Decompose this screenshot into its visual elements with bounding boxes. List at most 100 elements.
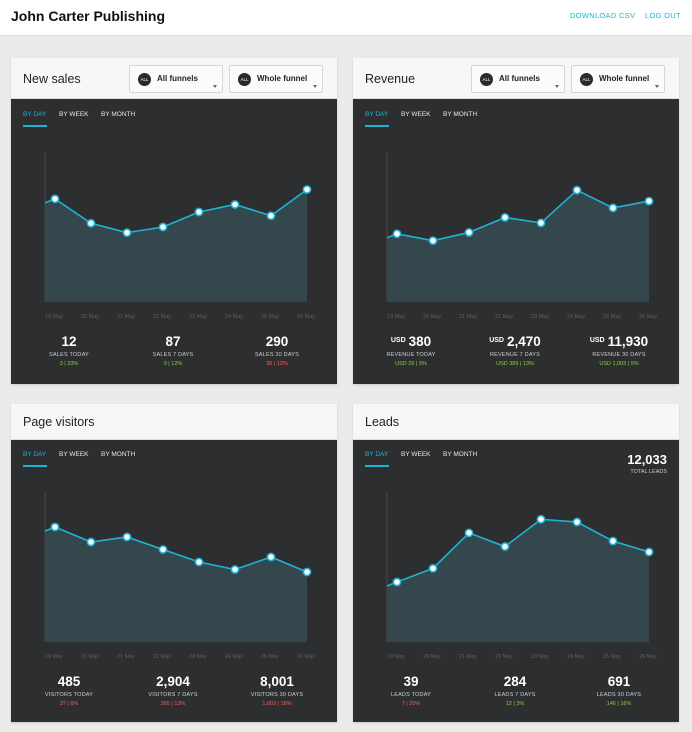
funnel-select[interactable]: ALL All funnels bbox=[129, 65, 223, 93]
data-point[interactable] bbox=[194, 207, 204, 217]
stat-block: 691 LEADS 30 DAYS 146 | 16% bbox=[569, 674, 669, 707]
tab-by-day[interactable]: BY DAY bbox=[365, 451, 389, 458]
data-point[interactable] bbox=[158, 222, 168, 232]
stat-change: USD 1,003 | 9% bbox=[599, 361, 639, 367]
x-tick-label: 20 May bbox=[423, 314, 441, 320]
all-badge: ALL bbox=[138, 73, 151, 86]
data-point[interactable] bbox=[86, 218, 96, 228]
line-chart: 19 May 20 May 21 May 22 May 23 May 24 May 25 M… bbox=[386, 152, 657, 320]
stat-value: 290 bbox=[265, 334, 289, 349]
tab-by-day[interactable]: BY DAY bbox=[23, 111, 47, 118]
data-point[interactable] bbox=[536, 514, 546, 524]
download-csv-link[interactable]: DOWNLOAD CSV bbox=[570, 11, 636, 20]
x-tick-label: 24 May bbox=[225, 654, 243, 660]
stat-change: 146 | 16% bbox=[606, 701, 632, 707]
x-tick-label: 19 May bbox=[387, 314, 405, 320]
data-point[interactable] bbox=[302, 185, 312, 194]
data-point[interactable] bbox=[608, 536, 618, 546]
x-tick-label: 24 May bbox=[225, 314, 243, 320]
data-point[interactable] bbox=[536, 218, 546, 228]
data-point[interactable] bbox=[500, 542, 510, 551]
data-point[interactable] bbox=[302, 567, 312, 577]
tab-by-month[interactable]: BY MONTH bbox=[443, 451, 478, 458]
data-point[interactable] bbox=[572, 185, 582, 195]
stat-unit: USD bbox=[390, 337, 406, 344]
stat-caption: VISITORS TODAY bbox=[44, 692, 94, 698]
funnel-select[interactable]: ALL All funnels bbox=[471, 65, 565, 93]
stat-change: 3 | 33% bbox=[59, 361, 79, 367]
funnel-scope-select[interactable]: ALL Whole funnel bbox=[571, 65, 665, 93]
stat-caption: SALES TODAY bbox=[49, 352, 89, 358]
funnel-select-label: All funnels bbox=[499, 74, 540, 83]
stat-block: 87 SALES 7 DAYS 9 | 12% bbox=[123, 334, 223, 367]
panel-title: Leads bbox=[365, 415, 400, 429]
stat-change: USD 389 | 13% bbox=[496, 361, 534, 367]
tab-by-month[interactable]: BY MONTH bbox=[101, 451, 136, 458]
data-point[interactable] bbox=[464, 528, 474, 538]
data-point[interactable] bbox=[428, 563, 438, 573]
x-tick-label: 22 May bbox=[153, 654, 171, 660]
data-point[interactable] bbox=[500, 213, 510, 222]
x-tick-label: 26 May bbox=[639, 654, 657, 660]
tab-by-month[interactable]: BY MONTH bbox=[443, 111, 478, 118]
stat-value: 12 bbox=[61, 334, 77, 349]
funnel-scope-select[interactable]: ALL Whole funnel bbox=[229, 65, 323, 93]
stat-caption: REVENUE 30 DAYS bbox=[592, 352, 646, 358]
data-point[interactable] bbox=[392, 577, 402, 587]
tab-by-day[interactable]: BY DAY bbox=[23, 451, 47, 458]
data-point[interactable] bbox=[572, 517, 582, 527]
funnel-scope-label: Whole funnel bbox=[257, 74, 308, 83]
tab-by-day[interactable]: BY DAY bbox=[365, 111, 389, 118]
data-point[interactable] bbox=[50, 194, 60, 204]
data-point[interactable] bbox=[86, 537, 96, 547]
log-out-link[interactable]: LOG OUT bbox=[645, 11, 681, 20]
data-point[interactable] bbox=[122, 228, 132, 238]
data-point[interactable] bbox=[608, 203, 618, 213]
data-point[interactable] bbox=[266, 552, 276, 562]
stat-value: 87 bbox=[165, 334, 181, 349]
stat-caption: LEADS TODAY bbox=[390, 692, 432, 698]
x-tick-label: 21 May bbox=[117, 314, 135, 320]
tab-by-week[interactable]: BY WEEK bbox=[401, 451, 431, 458]
stat-caption: SALES 30 DAYS bbox=[254, 352, 300, 358]
stat-caption: SALES 7 DAYS bbox=[152, 352, 194, 358]
stat-block: USD 2,470 REVENUE 7 DAYS USD 389 | 13% bbox=[465, 334, 565, 367]
data-point[interactable] bbox=[122, 532, 132, 542]
tab-by-week[interactable]: BY WEEK bbox=[59, 111, 89, 118]
x-tick-label: 25 May bbox=[261, 654, 279, 660]
stat-change: 12 | 3% bbox=[505, 701, 525, 707]
stat-value: 284 bbox=[503, 674, 527, 689]
panel-header: Revenue ALL All funnels ALL Whole funnel bbox=[353, 58, 679, 99]
data-point[interactable] bbox=[644, 547, 654, 557]
area-fill bbox=[387, 190, 649, 302]
active-tab-indicator bbox=[365, 465, 389, 467]
x-tick-label: 22 May bbox=[495, 314, 513, 320]
x-tick-label: 19 May bbox=[387, 654, 405, 660]
data-point[interactable] bbox=[158, 545, 168, 554]
data-point[interactable] bbox=[392, 229, 402, 239]
stat-change: USD 26 | 9% bbox=[395, 361, 427, 367]
stat-change: 365 | 13% bbox=[160, 701, 186, 707]
data-point[interactable] bbox=[230, 200, 240, 209]
stat-block: 2,904 VISITORS 7 DAYS 365 | 13% bbox=[123, 674, 223, 707]
chevron-down-icon bbox=[213, 85, 217, 88]
data-point[interactable] bbox=[464, 228, 474, 237]
total-leads-value: 12,033 bbox=[627, 452, 667, 467]
tab-by-month[interactable]: BY MONTH bbox=[101, 111, 136, 118]
data-point[interactable] bbox=[644, 196, 654, 206]
data-point[interactable] bbox=[50, 522, 60, 532]
stat-value: 2,904 bbox=[156, 674, 190, 689]
stat-caption: VISITORS 30 DAYS bbox=[250, 692, 304, 698]
data-point[interactable] bbox=[230, 565, 240, 574]
data-point[interactable] bbox=[194, 557, 204, 567]
x-tick-label: 25 May bbox=[603, 654, 621, 660]
panel-title: Revenue bbox=[365, 72, 416, 86]
tab-by-week[interactable]: BY WEEK bbox=[59, 451, 89, 458]
data-point[interactable] bbox=[428, 236, 438, 246]
data-point[interactable] bbox=[266, 211, 276, 221]
chevron-down-icon bbox=[555, 85, 559, 88]
area-fill bbox=[45, 527, 307, 642]
tab-by-week[interactable]: BY WEEK bbox=[401, 111, 431, 118]
area-fill bbox=[45, 189, 307, 302]
leads-panel: Leads BY DAY BY WEEK BY MONTH 12,033 TOT… bbox=[353, 404, 679, 722]
